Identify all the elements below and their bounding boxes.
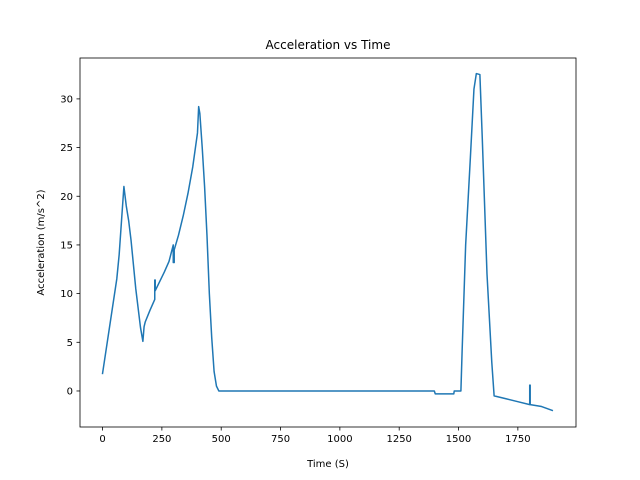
- x-tick-label: 500: [212, 434, 231, 445]
- y-axis-label: Acceleration (m/s^2): [36, 189, 47, 295]
- y-tick-label: 15: [60, 240, 73, 251]
- x-tick-label: 1750: [505, 434, 530, 445]
- series-line: [101, 72, 554, 412]
- y-tick-label: 0: [67, 386, 73, 397]
- x-tick-label: 1250: [386, 434, 411, 445]
- x-tick-label: 1000: [327, 434, 352, 445]
- x-tick-label: 750: [271, 434, 290, 445]
- x-tick-label: 1500: [446, 434, 471, 445]
- x-tick-label: 0: [99, 434, 105, 445]
- plot-frame: [79, 57, 577, 428]
- chart-title: Acceleration vs Time: [266, 38, 391, 52]
- x-tick-label: 250: [152, 434, 171, 445]
- y-tick-label: 25: [60, 143, 73, 154]
- x-axis-label: Time (S): [306, 459, 349, 470]
- plot-area: [80, 58, 576, 427]
- y-tick-label: 20: [60, 192, 73, 203]
- y-tick-label: 10: [60, 289, 73, 300]
- y-tick-label: 30: [60, 94, 73, 105]
- y-tick-label: 5: [67, 338, 73, 349]
